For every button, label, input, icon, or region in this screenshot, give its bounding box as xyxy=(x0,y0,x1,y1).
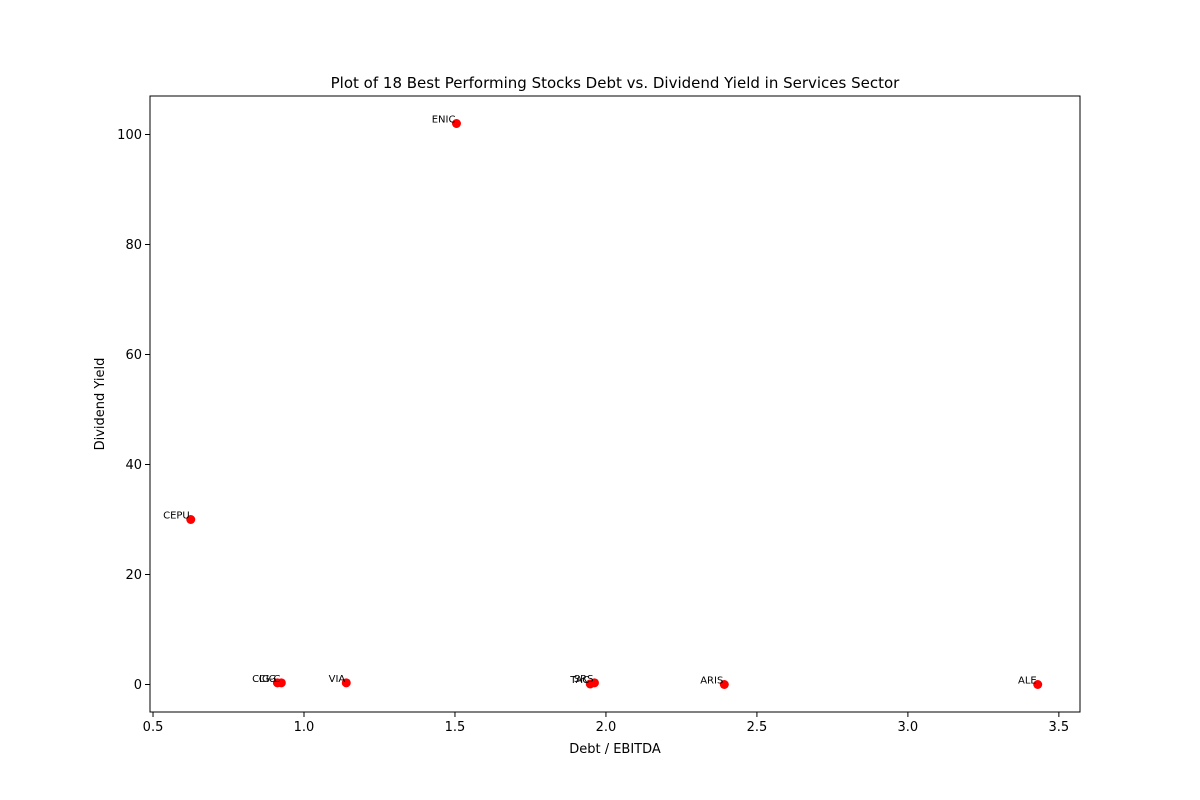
data-point xyxy=(186,515,196,524)
y-tick-label: 80 xyxy=(125,238,142,253)
y-axis-title: Dividend Yield xyxy=(93,358,108,451)
data-point xyxy=(341,678,351,688)
plot-area-frame xyxy=(149,95,1081,713)
x-tick-label: 2.0 xyxy=(596,720,617,735)
x-tick-label: 1.5 xyxy=(445,720,466,735)
x-tick-label: 0.5 xyxy=(143,720,164,735)
data-point-label: ARIS xyxy=(700,676,723,687)
data-point-label: CIG-C xyxy=(252,674,280,685)
chart-title: Plot of 18 Best Performing Stocks Debt v… xyxy=(331,74,901,92)
x-axis-title: Debt / EBITDA xyxy=(569,742,661,757)
data-point-label: ALE xyxy=(1018,676,1037,687)
y-tick-label: 20 xyxy=(125,568,142,583)
data-point xyxy=(451,119,461,128)
data-point-label: VIA xyxy=(329,674,346,685)
y-axis-ticks: 0 20 40 60 80 100 xyxy=(117,128,150,693)
x-tick-label: 2.5 xyxy=(747,720,768,735)
x-tick-label: 1.0 xyxy=(294,720,315,735)
data-points xyxy=(186,119,1043,689)
data-point xyxy=(719,680,729,689)
y-tick-label: 40 xyxy=(125,458,142,473)
x-axis-ticks: 0.5 1.0 1.5 2.0 2.5 3.0 3.5 xyxy=(143,712,1070,735)
data-point-label: TAC xyxy=(569,675,589,686)
y-tick-label: 100 xyxy=(117,128,142,143)
data-point xyxy=(589,678,599,688)
y-tick-label: 60 xyxy=(125,348,142,363)
data-point-label: CIG xyxy=(259,674,277,685)
x-tick-label: 3.0 xyxy=(898,720,919,735)
data-point xyxy=(276,678,286,688)
data-point-label: SRS xyxy=(574,674,594,685)
x-tick-label: 3.5 xyxy=(1049,720,1070,735)
data-point-label: ENIC xyxy=(432,115,456,126)
y-tick-label: 0 xyxy=(134,678,142,693)
data-point-label: CEPU xyxy=(163,511,190,522)
data-point xyxy=(1033,680,1043,689)
